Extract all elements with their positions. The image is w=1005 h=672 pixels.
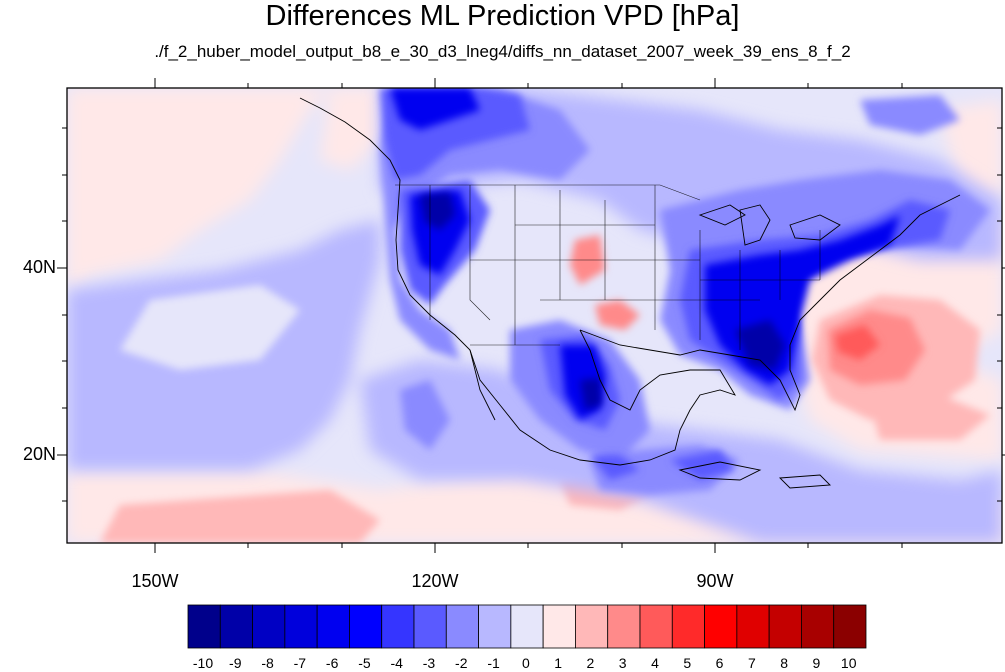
colorbar-box bbox=[478, 604, 512, 649]
lat-label-20n: 20N bbox=[22, 444, 56, 464]
colorbar-box bbox=[413, 604, 447, 649]
colorbar-label: -3 bbox=[422, 655, 436, 671]
colorbar-label: -1 bbox=[487, 655, 500, 671]
colorbar-box bbox=[316, 604, 350, 649]
colorbar-box bbox=[671, 604, 705, 649]
colorbar-label: 2 bbox=[586, 655, 595, 671]
colorbar-label: 7 bbox=[747, 655, 756, 671]
colorbar-box bbox=[187, 604, 221, 649]
colorbar-box bbox=[219, 604, 253, 649]
colorbar-label: 10 bbox=[840, 655, 857, 671]
colorbar-label: -8 bbox=[261, 655, 274, 671]
colorbar-box bbox=[252, 604, 286, 649]
colorbar-box bbox=[575, 604, 609, 649]
colorbar-box bbox=[381, 604, 415, 649]
colorbar-label: -6 bbox=[325, 655, 339, 671]
colorbar-box bbox=[639, 604, 673, 649]
colorbar-label: 3 bbox=[618, 655, 627, 671]
colorbar-label: 6 bbox=[715, 655, 724, 671]
lon-label-90w: 90W bbox=[696, 571, 734, 591]
colorbar-box bbox=[768, 604, 802, 649]
colorbar-label: -9 bbox=[229, 655, 242, 671]
colorbar-label: 8 bbox=[780, 655, 789, 671]
state-borders bbox=[395, 184, 821, 350]
colorbar-label: -4 bbox=[390, 655, 403, 671]
lon-label-120w: 120W bbox=[411, 571, 459, 591]
colorbar-box bbox=[510, 604, 544, 649]
colorbar-box bbox=[542, 604, 576, 649]
colorbar-box bbox=[607, 604, 641, 649]
lon-ticks bbox=[154, 78, 903, 553]
colorbar-label: -10 bbox=[192, 655, 214, 671]
page-title: Differences ML Prediction VPD [hPa] bbox=[265, 0, 740, 32]
colorbar-label: 9 bbox=[812, 655, 821, 671]
difference-field bbox=[67, 88, 1002, 543]
coastlines bbox=[299, 97, 961, 489]
colorbar-label: 0 bbox=[521, 655, 530, 671]
colorbar-label: 1 bbox=[554, 655, 563, 671]
colorbar-label: -7 bbox=[293, 655, 307, 671]
lat-ticks bbox=[57, 127, 1005, 502]
colorbar-box bbox=[801, 604, 835, 649]
colorbar-box bbox=[445, 604, 479, 649]
colorbar-label: -5 bbox=[358, 655, 371, 671]
colorbar-box bbox=[704, 604, 738, 649]
colorbar-label: -2 bbox=[455, 655, 468, 671]
lat-label-40n: 40N bbox=[22, 257, 56, 277]
colorbar-label: 4 bbox=[651, 655, 659, 671]
colorbar-label: 5 bbox=[683, 655, 692, 671]
colorbar-box bbox=[349, 604, 383, 649]
page-subtitle: ./f_2_huber_model_output_b8_e_30_d3_lneg… bbox=[154, 42, 851, 61]
colorbar-box bbox=[833, 604, 867, 649]
lon-label-150w: 150W bbox=[131, 571, 179, 591]
colorbar-box bbox=[284, 604, 318, 649]
colorbar-box bbox=[736, 604, 770, 649]
